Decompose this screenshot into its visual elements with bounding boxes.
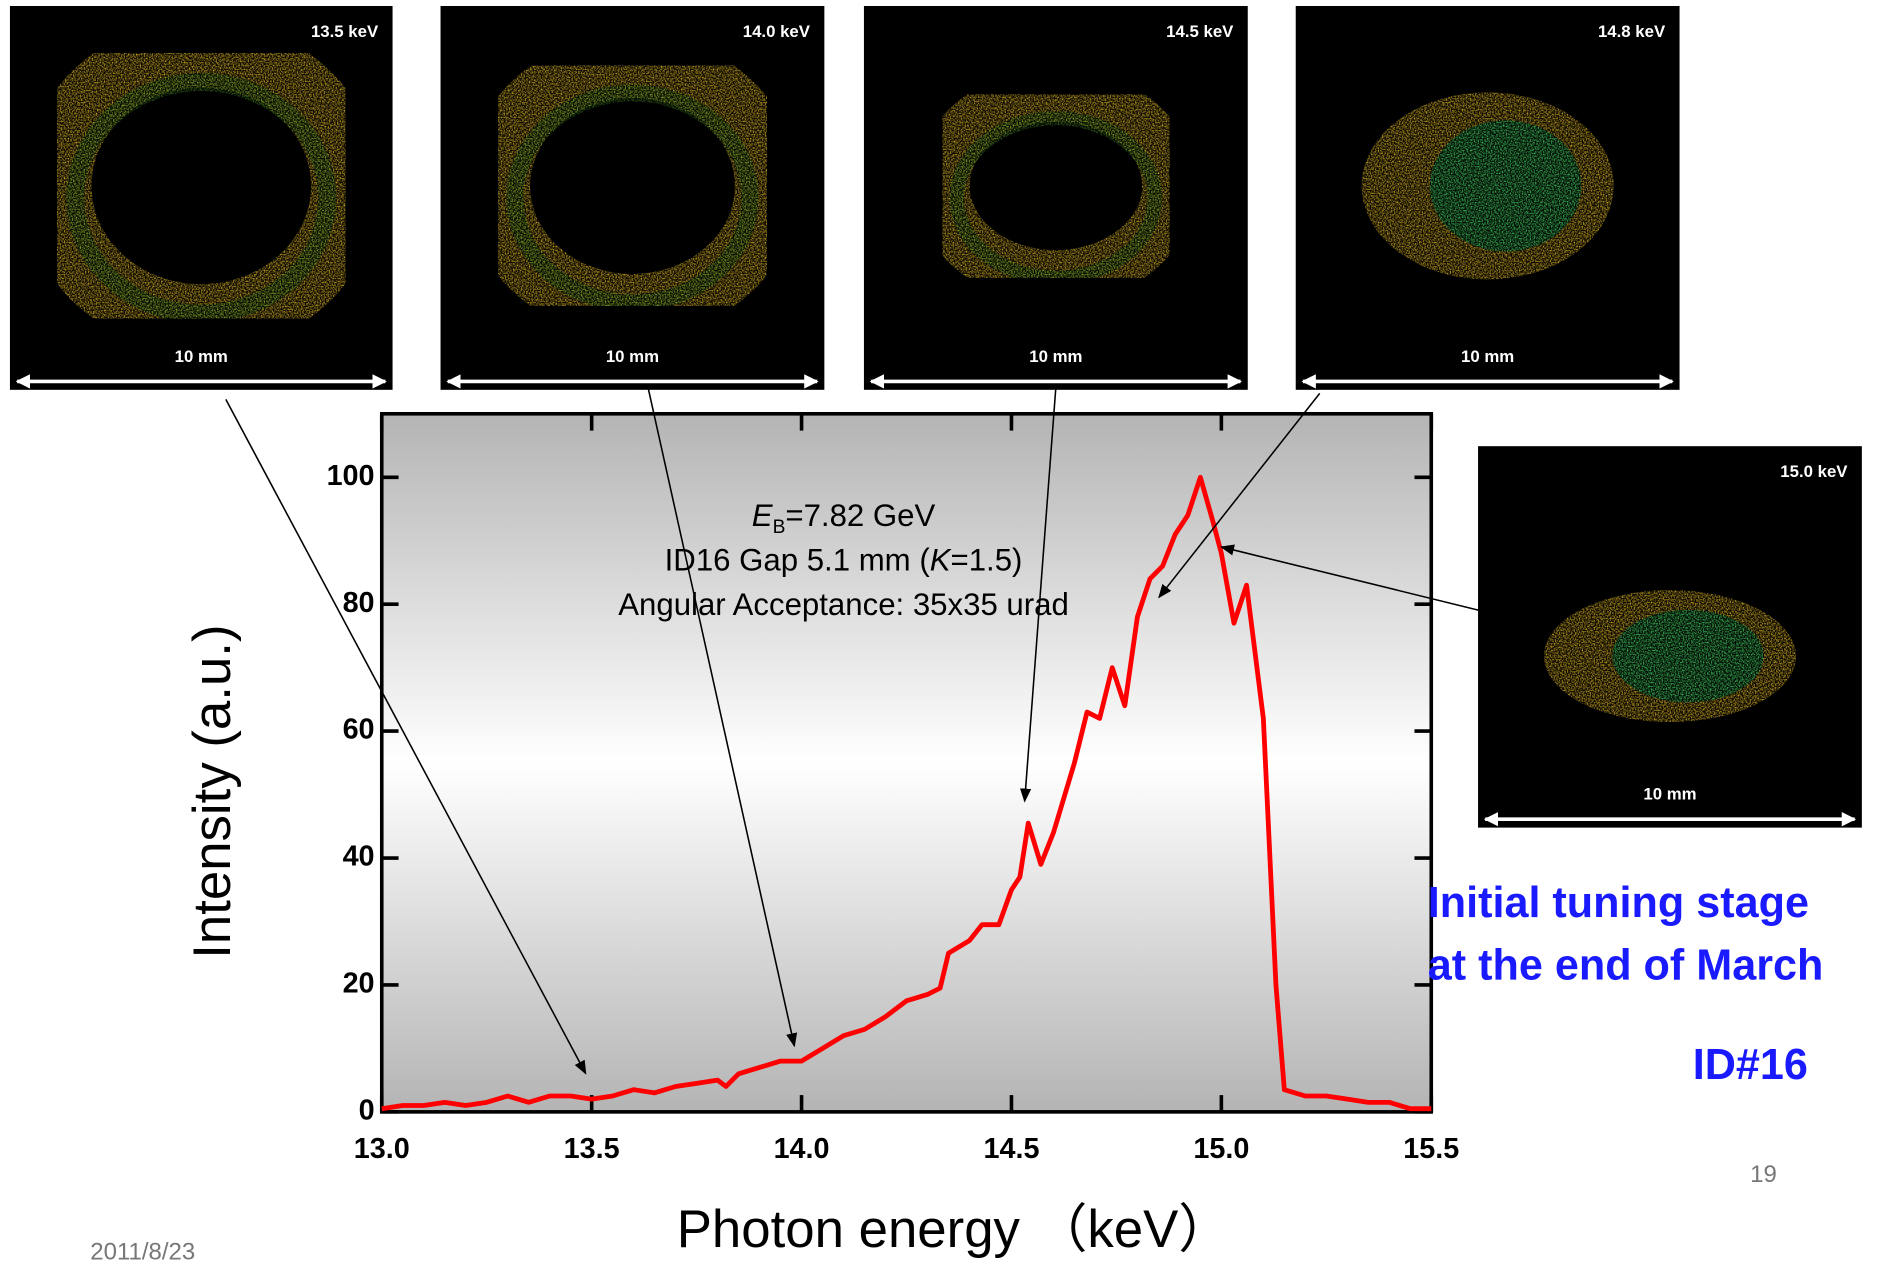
image-energy-label: 15.0 keV <box>1780 462 1848 481</box>
x-tick-label: 15.0 <box>1193 1133 1249 1165</box>
beam-spot-core <box>1430 120 1582 252</box>
date: 2011/8/23 <box>90 1239 195 1266</box>
device-label: ID#16 <box>1693 1041 1808 1089</box>
x-tick-label: 13.0 <box>354 1133 410 1165</box>
image-energy-label: 14.0 keV <box>743 22 811 41</box>
y-axis-label: Intensity (a.u.) <box>183 624 242 958</box>
beam-ring-core <box>506 84 759 312</box>
annotation-part: ID16 Gap 5.1 mm ( <box>665 543 931 578</box>
page-number: 19 <box>1750 1161 1777 1188</box>
pointer-arrows <box>225 387 1510 1075</box>
image-energy-label: 13.5 keV <box>311 22 379 41</box>
beam-speckle <box>1361 92 1614 280</box>
x-tick-label: 13.5 <box>564 1133 620 1165</box>
beam-ring-core <box>66 73 337 323</box>
annotation-part: E <box>752 498 774 533</box>
plot: 0 20 40 60 80 100 13.0 13.5 14.0 14.5 15.0 15.5 EB=7… <box>327 413 1459 1165</box>
image-scale-label: 10 mm <box>1461 347 1514 366</box>
annotation: ID16 Gap 5.1 mm (K=1.5) <box>665 543 1023 578</box>
image-scale-label: 10 mm <box>606 347 659 366</box>
beam-image: 13.5 keV 10 mm <box>9 5 393 390</box>
pointer-arrow <box>647 387 798 1048</box>
x-tick-label: 14.5 <box>983 1133 1039 1165</box>
x-axis-label: Photon energy （keV） <box>677 1200 1231 1259</box>
beam-image: 14.0 keV 10 mm <box>440 5 825 390</box>
data-line <box>381 474 1432 1112</box>
annotation-part: K <box>930 543 952 578</box>
image-scale-label: 10 mm <box>1029 347 1082 366</box>
annotation-part: =1.5) <box>951 543 1023 578</box>
annotation-part: B <box>773 517 786 538</box>
pointer-arrow <box>1158 392 1321 599</box>
annotation: Angular Acceptance: 35x35 urad <box>618 587 1069 622</box>
beam-speckle <box>23 19 380 353</box>
beam-image: 15.0 keV 10 mm <box>1478 446 1862 828</box>
beam-speckle <box>1544 590 1796 723</box>
y-tick-label: 40 <box>343 841 375 873</box>
x-tick-label: 14.0 <box>774 1133 830 1165</box>
annotation-part: Angular Acceptance: 35x35 urad <box>618 587 1069 622</box>
note-line: at the end of March <box>1428 941 1824 989</box>
x-tick-label: 15.5 <box>1403 1133 1459 1165</box>
pointer-arrow <box>1220 544 1510 619</box>
y-tick-label: 20 <box>343 968 375 1000</box>
beam-image: 14.8 keV 10 mm <box>1295 5 1680 390</box>
note-line: Initial tuning stage <box>1428 879 1809 927</box>
image-energy-label: 14.5 keV <box>1166 22 1234 41</box>
y-tick-label: 100 <box>327 460 375 492</box>
pointer-arrow <box>1020 387 1057 803</box>
image-scale-label: 10 mm <box>175 347 228 366</box>
image-energy-label: 14.8 keV <box>1598 22 1666 41</box>
beam-speckle <box>915 67 1196 304</box>
annotation: EB=7.82 GeV <box>752 498 936 537</box>
image-scale-label: 10 mm <box>1643 785 1696 804</box>
y-tick-label: 60 <box>343 714 375 746</box>
y-tick-label: 80 <box>343 587 375 619</box>
beam-image: 14.5 keV 10 mm <box>863 5 1248 390</box>
y-tick-label: 0 <box>359 1094 375 1126</box>
beam-ring-core <box>949 111 1162 285</box>
annotation-part: =7.82 GeV <box>785 498 935 533</box>
pointer-arrow <box>225 399 587 1075</box>
plot-area <box>379 412 1434 1114</box>
beam-spot-core <box>1612 609 1764 703</box>
beam-speckle <box>466 34 799 338</box>
